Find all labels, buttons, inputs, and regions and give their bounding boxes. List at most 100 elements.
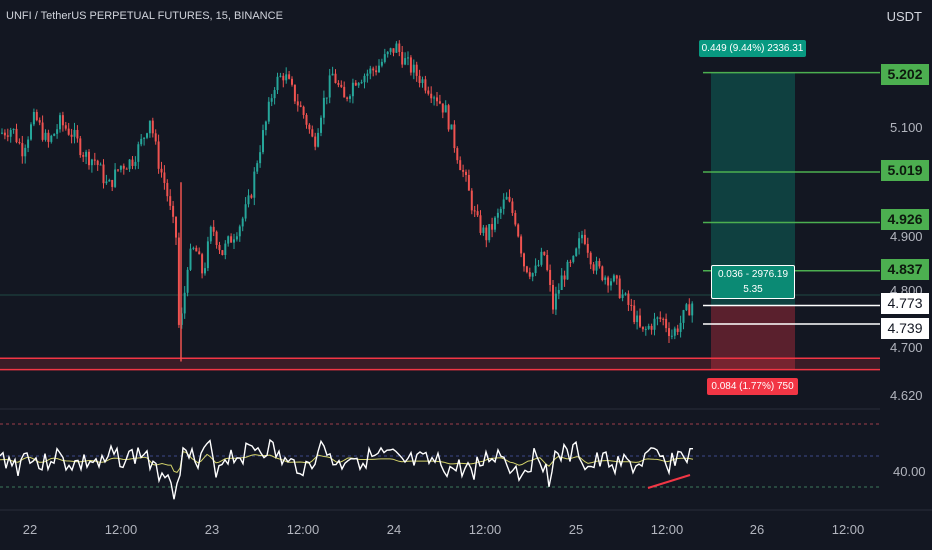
candle-body	[647, 325, 650, 329]
candle-body	[41, 122, 44, 140]
candle-body	[337, 82, 340, 85]
candle-body	[221, 250, 224, 255]
candle-body	[665, 318, 668, 329]
candle-body	[27, 139, 30, 148]
candle-body	[227, 236, 230, 244]
candle-body	[639, 315, 641, 327]
candle-body	[456, 148, 459, 161]
oscillator-tick: 40.00	[893, 464, 926, 479]
price-level-label[interactable]: 5.202	[881, 64, 929, 85]
candle-body	[166, 182, 169, 197]
candle-body	[618, 278, 621, 298]
candle-body	[224, 243, 227, 255]
price-level-label[interactable]: 5.019	[881, 160, 929, 181]
candle-body	[404, 58, 407, 65]
candle-body	[398, 43, 401, 52]
candle-body	[520, 236, 523, 254]
candle-body	[688, 304, 691, 316]
candle-body	[157, 141, 160, 169]
candle-body	[276, 76, 279, 91]
candle-body	[244, 204, 247, 219]
candle-body	[56, 129, 59, 134]
candle-body	[615, 275, 618, 279]
position-summary-label[interactable]: 0.036 - 2976.19 5.35	[711, 265, 795, 299]
candle-body	[331, 73, 334, 76]
candle-body	[607, 277, 610, 286]
candle-body	[238, 226, 241, 237]
stop-label[interactable]: 0.084 (1.77%) 750	[707, 378, 798, 395]
position-summary-line2: 5.35	[743, 284, 763, 295]
candle-body	[296, 101, 299, 106]
candle-body	[53, 133, 56, 136]
candle-body	[322, 97, 325, 118]
candle-body	[21, 143, 24, 157]
candle-body	[427, 90, 430, 94]
candle-body	[6, 135, 9, 137]
time-label: 22	[22, 522, 38, 537]
candle-body	[288, 74, 291, 79]
candle-body	[578, 238, 581, 249]
candle-body	[3, 132, 6, 136]
candle-body	[508, 196, 511, 202]
candle-body	[105, 181, 108, 184]
candle-body	[192, 247, 195, 249]
support-zone	[0, 357, 880, 371]
candle-body	[467, 174, 470, 191]
candle-body	[256, 163, 259, 172]
candle-body	[134, 161, 137, 166]
candle-body	[24, 147, 27, 157]
candle-body	[59, 115, 61, 130]
position-summary-line1: 0.036 - 2976.19	[717, 269, 789, 280]
divergence-trendline	[647, 474, 691, 489]
candle-body	[583, 234, 586, 244]
candle-body	[349, 96, 351, 99]
candle-body	[537, 264, 540, 266]
time-label: 12:00	[468, 522, 502, 537]
candle-body	[563, 275, 566, 280]
price-level-label[interactable]: 4.739	[881, 318, 929, 339]
candle-body	[534, 265, 537, 274]
price-tick: 4.700	[890, 340, 923, 355]
candle-body	[183, 292, 186, 314]
candle-body	[250, 195, 253, 198]
candle-body	[560, 275, 563, 290]
candle-body	[151, 120, 154, 134]
candle-body	[282, 75, 285, 81]
candle-body	[383, 54, 386, 62]
candle-body	[540, 251, 543, 265]
candle-body	[633, 305, 636, 323]
candle-body	[122, 165, 125, 169]
candle-body	[554, 293, 557, 310]
candle-body	[430, 93, 433, 99]
candle-body	[340, 84, 343, 87]
price-level-label[interactable]: 4.837	[881, 259, 929, 280]
candle-body	[253, 171, 256, 198]
candle-body	[163, 172, 166, 183]
price-level-label[interactable]: 4.773	[881, 293, 929, 314]
candle-body	[35, 111, 38, 121]
candle-body	[143, 137, 146, 139]
candle-body	[499, 208, 502, 213]
candle-body	[302, 106, 305, 115]
price-level-label[interactable]: 4.926	[881, 209, 929, 230]
candle-body	[262, 130, 264, 153]
target-label[interactable]: 0.449 (9.44%) 2336.31	[699, 40, 806, 57]
time-label: 26	[749, 522, 765, 537]
candle-body	[279, 75, 282, 77]
candle-body	[380, 61, 383, 66]
symbol-title: UNFI / TetherUS PERPETUAL FUTURES, 15, B…	[6, 10, 283, 22]
candle-body	[421, 79, 424, 83]
candle-body	[441, 103, 444, 113]
candle-body	[76, 129, 79, 139]
candle-body	[546, 254, 549, 270]
candle-body	[102, 164, 105, 184]
candle-body	[476, 211, 479, 216]
candle-body	[627, 293, 630, 305]
candle-body	[38, 120, 41, 123]
price-tick: 5.100	[890, 120, 923, 135]
candle-body	[679, 322, 682, 332]
candle-body	[209, 226, 212, 242]
candle-body	[230, 236, 233, 243]
candle-body	[668, 328, 670, 336]
